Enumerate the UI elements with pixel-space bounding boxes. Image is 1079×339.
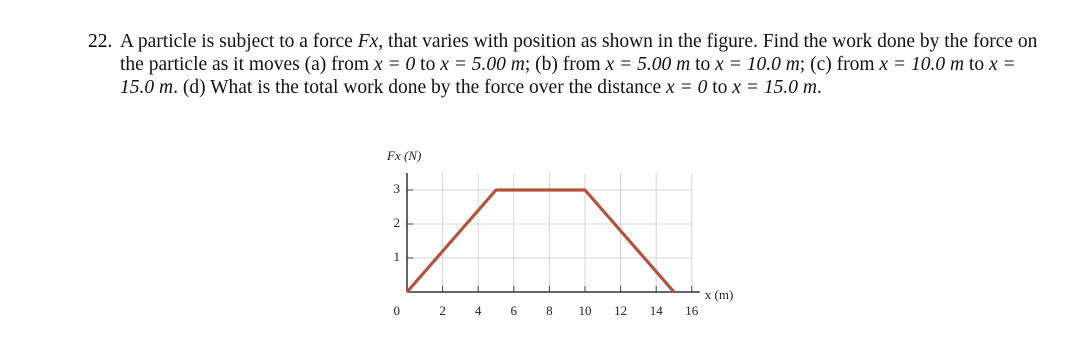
data-line — [405, 188, 676, 294]
x-tick-label: 2 — [439, 303, 446, 318]
text-run: to — [964, 54, 989, 75]
text-run: x = 5.00 m — [605, 54, 691, 75]
problem-text: A particle is subject to a force Fx, tha… — [120, 30, 1045, 99]
y-axis-label: Fx (N) — [386, 148, 421, 163]
y-tick-label: 2 — [394, 215, 401, 230]
text-run: Fx — [357, 31, 379, 52]
problem-number: 22. — [88, 31, 113, 52]
text-run: x = 10.0 m — [879, 54, 965, 75]
text-run: , that varies with position as shown in … — [120, 31, 1038, 75]
y-tick-label: 3 — [394, 181, 401, 196]
text-run: x = 0 — [373, 54, 416, 75]
text-run: x = 5.00 m — [440, 54, 525, 75]
x-tick-label: 16 — [685, 303, 699, 318]
x-tick-label: 14 — [650, 303, 664, 318]
text-run: x = 10.0 m — [715, 54, 800, 75]
text-run: x = 0 — [666, 77, 708, 98]
x-axis-label: x (m) — [705, 287, 734, 302]
text-run: x = 15.0 m — [732, 77, 817, 98]
y-tick-label: 1 — [394, 249, 401, 264]
x-tick-label: 12 — [614, 303, 627, 318]
text-run: A particle is subject to a force — [120, 31, 358, 52]
text-run: . (d) What is the total work done by the… — [173, 77, 667, 98]
text-run: . — [816, 77, 822, 98]
y-tick-label: 0 — [394, 303, 401, 318]
text-run: ; (b) from — [524, 54, 606, 75]
text-run: to — [690, 54, 716, 75]
x-tick-label: 10 — [579, 303, 592, 318]
x-tick-label: 8 — [546, 303, 553, 318]
text-run: x = 15.0 m — [120, 54, 1016, 98]
text-run: ; (c) from — [799, 54, 880, 75]
x-tick-label: 4 — [475, 303, 482, 318]
text-run: to — [415, 54, 441, 75]
x-tick-label: 6 — [511, 303, 518, 318]
text-run: to — [707, 77, 733, 98]
